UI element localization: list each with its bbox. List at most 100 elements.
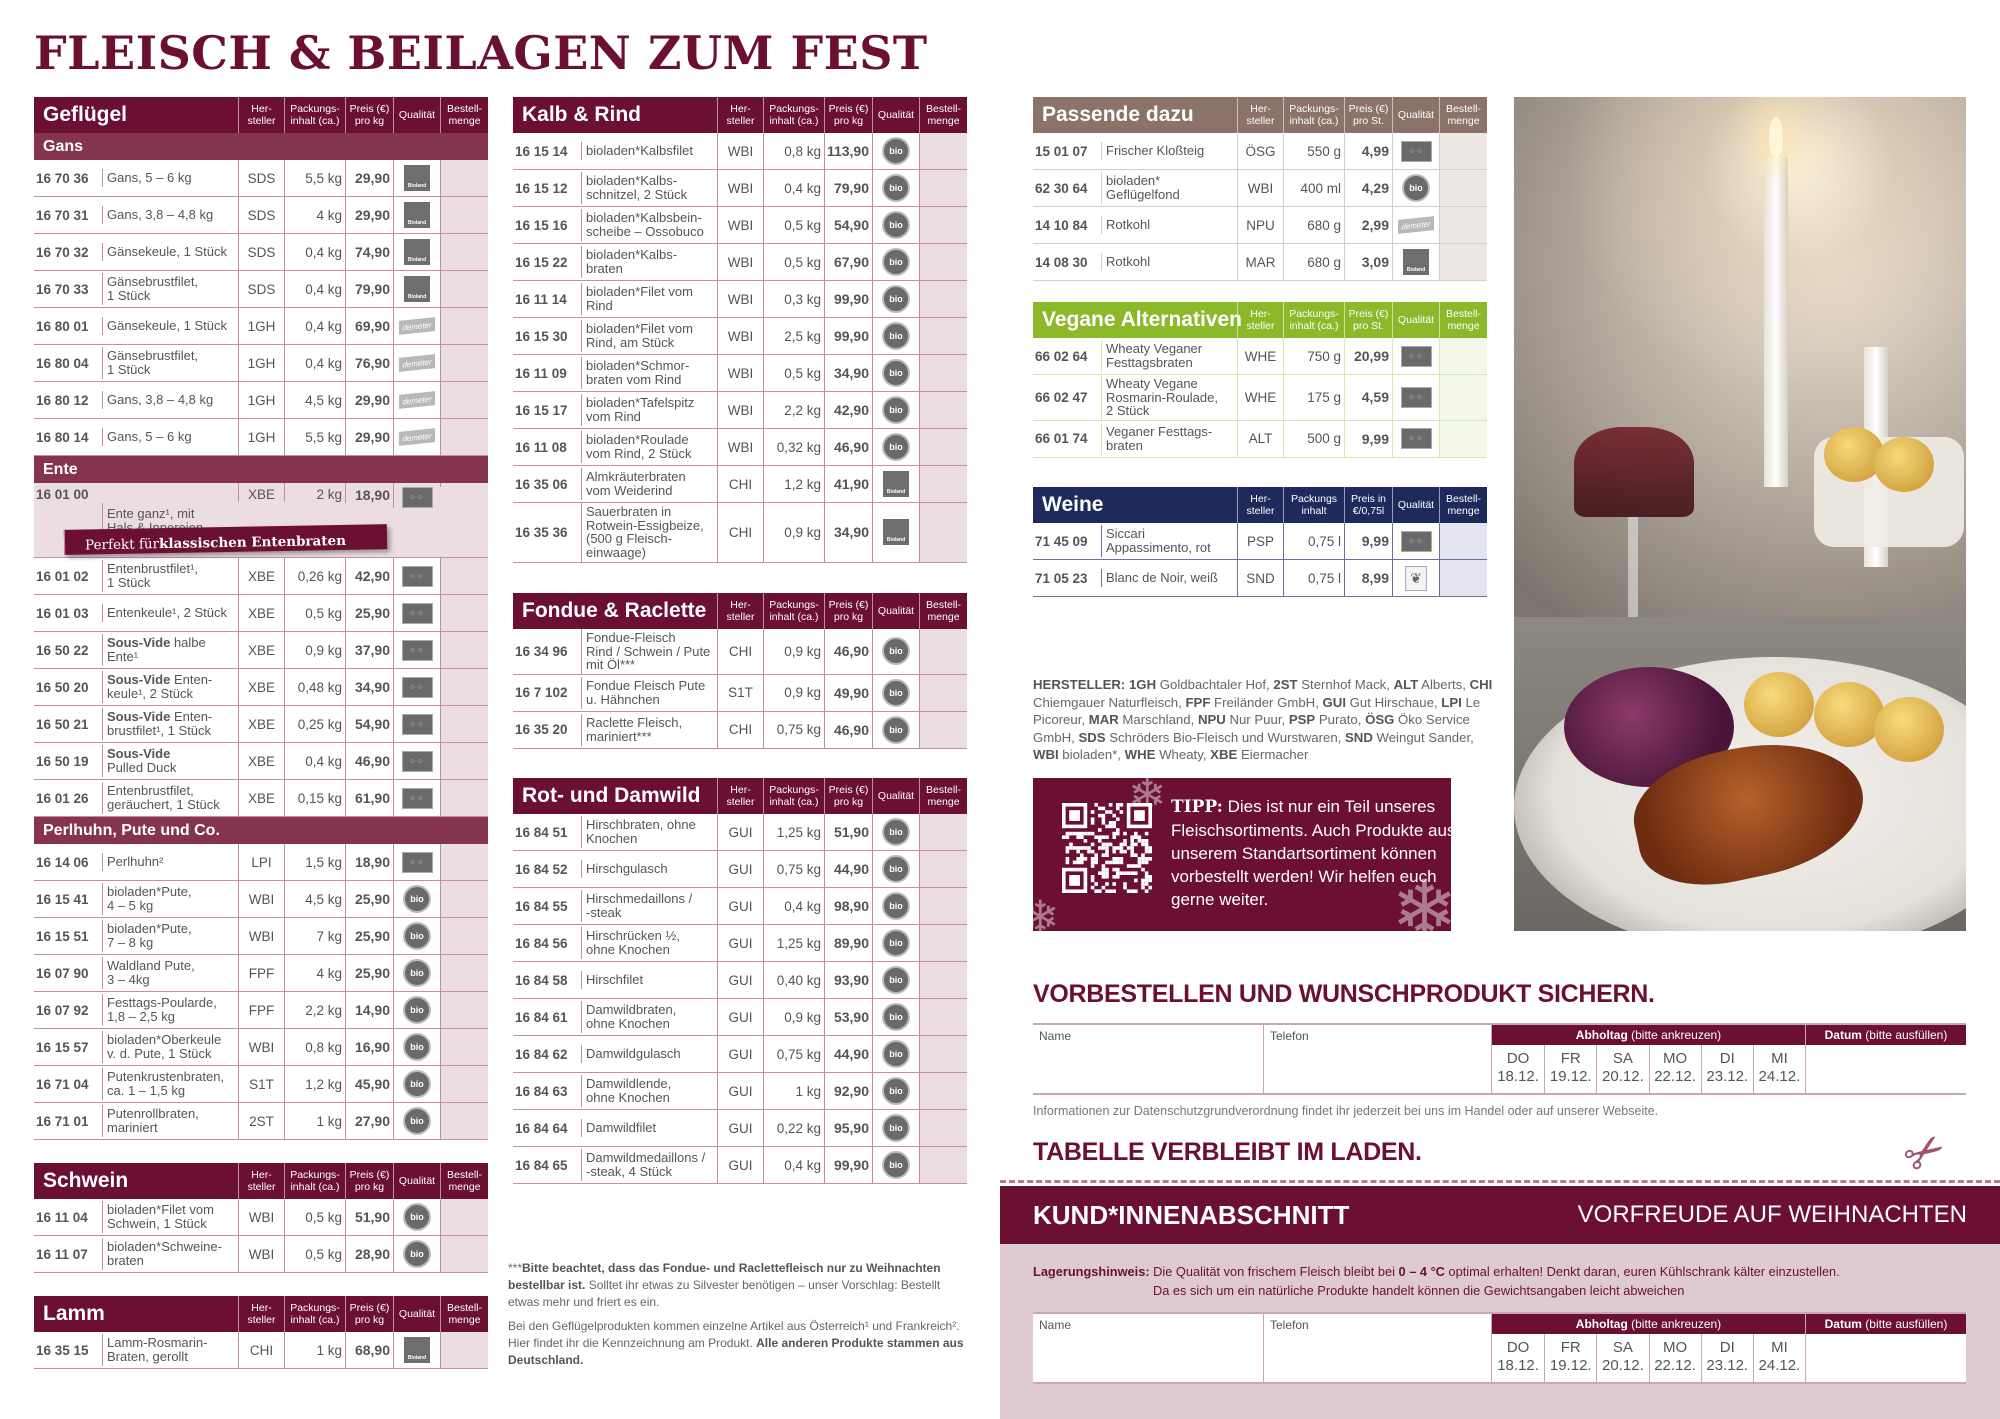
name-field[interactable]: Name (1039, 1029, 1072, 1043)
order-quantity-input[interactable] (440, 780, 488, 816)
order-quantity-input[interactable] (919, 281, 967, 317)
product-name-text: Festtags-Poularde, 1,8 – 2,5 kg (107, 995, 217, 1024)
order-quantity-input[interactable] (440, 706, 488, 742)
order-quantity-input[interactable] (440, 160, 488, 196)
order-quantity-input[interactable] (919, 318, 967, 354)
order-quantity-input[interactable] (440, 382, 488, 418)
order-quantity-input[interactable] (1439, 560, 1487, 596)
pickup-day-checkbox[interactable]: SA 20.12. (1596, 1045, 1648, 1093)
order-quantity-input[interactable] (1439, 170, 1487, 206)
quality-cell: bio (393, 1199, 440, 1235)
order-quantity-input[interactable] (919, 711, 967, 748)
manufacturer: NPU (1237, 207, 1283, 243)
order-quantity-input[interactable] (1439, 338, 1487, 374)
order-quantity-input[interactable] (919, 429, 967, 465)
order-quantity-input[interactable] (440, 345, 488, 381)
order-quantity-input[interactable] (440, 1199, 488, 1235)
product-name: Fondue-Fleisch Rind / Schwein / Pute mit… (581, 629, 717, 674)
order-quantity-input[interactable] (440, 669, 488, 705)
quality-cell: bio (872, 1110, 919, 1146)
telefon-field[interactable]: Telefon (1263, 1025, 1491, 1093)
order-quantity-input[interactable] (919, 355, 967, 391)
order-quantity-input[interactable] (440, 419, 488, 455)
order-quantity-input[interactable] (440, 483, 488, 487)
order-quantity-input[interactable] (1439, 375, 1487, 420)
order-quantity-input[interactable] (440, 234, 488, 270)
telefon-field[interactable]: Telefon (1263, 1314, 1491, 1382)
order-quantity-input[interactable] (1439, 523, 1487, 559)
order-quantity-input[interactable] (1439, 420, 1487, 457)
order-quantity-input[interactable] (440, 632, 488, 668)
order-quantity-input[interactable] (440, 918, 488, 954)
order-quantity-input[interactable] (1439, 133, 1487, 169)
quality-cell: ⁘⁘ (1392, 338, 1439, 374)
customer-order-form[interactable]: Name Telefon Abholtag (bitte ankreuzen) DO 1… (1033, 1312, 1966, 1384)
order-quantity-input[interactable] (919, 888, 967, 924)
pickup-day-checkbox[interactable]: MO 22.12. (1648, 1045, 1701, 1093)
order-quantity-input[interactable] (440, 1066, 488, 1102)
order-quantity-input[interactable] (440, 308, 488, 344)
pickup-day-checkbox[interactable]: DO 18.12. (1492, 1334, 1544, 1382)
date-field[interactable]: Datum (bitte ausfüllen) (1805, 1314, 1966, 1382)
order-quantity-input[interactable] (1439, 207, 1487, 243)
order-quantity-input[interactable] (440, 1236, 488, 1272)
order-quantity-input[interactable] (919, 851, 967, 887)
order-quantity-input[interactable] (440, 595, 488, 631)
order-quantity-input[interactable] (919, 1073, 967, 1109)
order-quantity-input[interactable] (440, 992, 488, 1028)
order-quantity-input[interactable] (919, 962, 967, 998)
order-quantity-input[interactable] (919, 207, 967, 243)
order-quantity-input[interactable] (919, 466, 967, 502)
qr-code[interactable] (1062, 803, 1152, 893)
order-quantity-input[interactable] (440, 743, 488, 779)
order-quantity-input[interactable] (919, 133, 967, 169)
order-quantity-input[interactable] (919, 170, 967, 206)
bio-siegel-icon: bio (403, 885, 431, 913)
demeter-icon: demeter (399, 428, 435, 446)
order-form[interactable]: Name Telefon Abholtag (bitte ankreuzen) DO 1… (1033, 1023, 1966, 1095)
cut-line (1000, 1180, 2000, 1183)
pickup-day-checkbox[interactable]: DI 23.12. (1700, 1334, 1753, 1382)
text-segment: PSP (1288, 712, 1316, 727)
order-quantity-input[interactable] (440, 844, 488, 880)
order-quantity-input[interactable] (919, 814, 967, 850)
order-quantity-input[interactable] (440, 1103, 488, 1139)
pickup-day-checkbox[interactable]: DI 23.12. (1700, 1045, 1753, 1093)
pickup-day-checkbox[interactable]: MI 24.12. (1752, 1334, 1805, 1382)
product-name-bold: Sous-Vide (107, 672, 171, 688)
pickup-day-checkbox[interactable]: FR 19.12. (1544, 1045, 1596, 1093)
order-quantity-input[interactable] (919, 925, 967, 961)
order-quantity-input[interactable] (440, 955, 488, 991)
pickup-day-checkbox[interactable]: DO 18.12. (1492, 1045, 1544, 1093)
order-quantity-input[interactable] (440, 271, 488, 307)
order-quantity-input[interactable] (919, 244, 967, 280)
order-quantity-input[interactable] (919, 392, 967, 428)
date-field[interactable]: Datum (bitte ausfüllen) (1805, 1025, 1966, 1093)
article-number: 16 11 09 (515, 365, 567, 381)
product-name: Sous-Vide halbe Ente¹ (102, 634, 238, 666)
column-header-preis: Preis (€) pro St. (1344, 97, 1392, 133)
pickup-day-checkbox[interactable]: MO 22.12. (1648, 1334, 1701, 1382)
order-quantity-input[interactable] (919, 503, 967, 562)
text-segment: ALT (1393, 677, 1419, 692)
name-field[interactable]: Name (1039, 1318, 1072, 1332)
order-quantity-input[interactable] (1439, 244, 1487, 280)
product-name-text: Damwildmedaillons / -steak, 4 Stück (586, 1150, 706, 1179)
pickup-day-checkbox[interactable]: SA 20.12. (1596, 1334, 1648, 1382)
pickup-day-checkbox[interactable]: FR 19.12. (1544, 1334, 1596, 1382)
order-quantity-input[interactable] (919, 1036, 967, 1072)
pickup-day-checkbox[interactable]: MI 24.12. (1752, 1045, 1805, 1093)
order-quantity-input[interactable] (919, 674, 967, 711)
eu-bio-icon: ⁘⁘ (401, 565, 433, 587)
order-quantity-input[interactable] (919, 1147, 967, 1183)
order-quantity-input[interactable] (440, 1029, 488, 1065)
order-quantity-input[interactable] (440, 197, 488, 233)
day-name: MO (1662, 1050, 1688, 1067)
order-quantity-input[interactable] (440, 558, 488, 594)
order-quantity-input[interactable] (919, 1110, 967, 1146)
order-quantity-input[interactable] (919, 629, 967, 674)
order-quantity-input[interactable] (919, 999, 967, 1035)
column-header-pack: Packungs- inhalt (ca.) (1283, 302, 1344, 338)
order-quantity-input[interactable] (440, 881, 488, 917)
order-quantity-input[interactable] (440, 1332, 488, 1368)
